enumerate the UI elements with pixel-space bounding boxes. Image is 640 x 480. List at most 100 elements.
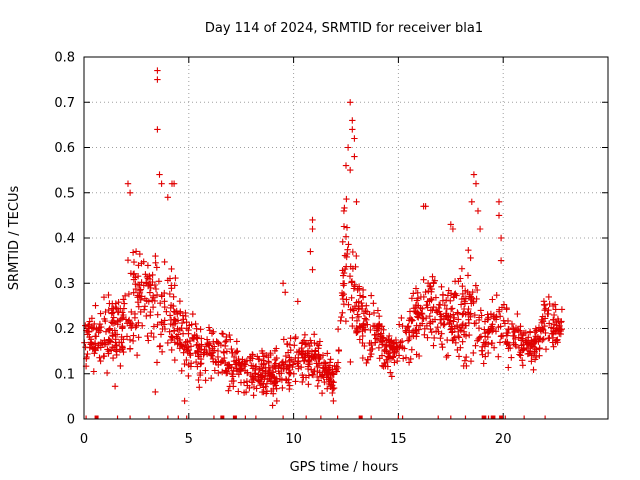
- data-point: [270, 380, 278, 388]
- data-point: [228, 345, 235, 353]
- data-point: [267, 350, 274, 357]
- data-point: [210, 338, 217, 345]
- data-point: [227, 336, 234, 343]
- data-point: [313, 360, 320, 367]
- data-point: [548, 324, 555, 331]
- data-point: [196, 371, 204, 379]
- data-point: [421, 325, 428, 332]
- data-point: [463, 353, 470, 361]
- data-point: [118, 315, 126, 322]
- data-point: [523, 344, 530, 352]
- data-point: [542, 305, 549, 312]
- data-point: [478, 347, 486, 354]
- data-point: [109, 354, 117, 362]
- data-point: [136, 250, 143, 258]
- data-point: [90, 368, 97, 375]
- data-point: [182, 309, 189, 317]
- data-point: [120, 348, 127, 356]
- data-point: [408, 346, 415, 353]
- data-point: [545, 335, 552, 342]
- data-point: [450, 311, 457, 318]
- data-point: [426, 313, 433, 320]
- data-point: [519, 335, 526, 342]
- data-point: [134, 281, 142, 288]
- data-point: [105, 348, 112, 355]
- data-point: [149, 271, 156, 279]
- data-point: [402, 327, 409, 335]
- data-point: [271, 363, 278, 370]
- data-point: [470, 349, 477, 357]
- data-point: [294, 298, 301, 305]
- data-point: [537, 327, 545, 335]
- data-point: [351, 153, 358, 160]
- data-point: [152, 259, 159, 266]
- data-point: [264, 376, 271, 383]
- data-point: [141, 306, 148, 313]
- data-point: [271, 347, 279, 354]
- data-point: [358, 299, 365, 307]
- data-point: [292, 378, 299, 385]
- data-point: [108, 310, 115, 317]
- data-point: [408, 295, 416, 302]
- data-point: [340, 282, 347, 289]
- data-point: [435, 301, 443, 308]
- data-point: [367, 326, 374, 334]
- data-point: [269, 402, 276, 409]
- data-point: [258, 347, 266, 355]
- data-point: [347, 358, 354, 366]
- y-axis-label: SRMTID / TECUs: [7, 186, 22, 291]
- data-point: [154, 311, 161, 318]
- data-point: [335, 346, 342, 354]
- data-point: [354, 311, 361, 318]
- data-point: [368, 350, 375, 358]
- data-point: [480, 339, 487, 346]
- data-point: [459, 338, 466, 345]
- data-point: [260, 360, 268, 367]
- data-point: [424, 280, 432, 287]
- data-point: [131, 310, 139, 318]
- data-point: [176, 298, 184, 305]
- data-point: [126, 336, 134, 343]
- data-point: [210, 328, 217, 335]
- data-point: [180, 316, 187, 323]
- data-point: [312, 347, 319, 354]
- data-point: [290, 358, 298, 366]
- y-tick-label: 0: [67, 413, 75, 428]
- data-point: [253, 385, 260, 392]
- data-point: [125, 290, 133, 298]
- data-point: [198, 335, 205, 342]
- data-point: [550, 343, 557, 350]
- data-point: [376, 321, 383, 328]
- data-point: [301, 331, 309, 338]
- data-point: [311, 331, 318, 338]
- data-point: [170, 180, 178, 187]
- data-point: [359, 286, 367, 294]
- data-point: [384, 363, 391, 370]
- data-point: [402, 354, 410, 361]
- data-point: [343, 224, 351, 231]
- data-point: [368, 341, 375, 349]
- data-point: [189, 310, 196, 318]
- data-point: [132, 285, 140, 293]
- data-point: [310, 354, 317, 361]
- data-point: [321, 378, 328, 386]
- data-point: [449, 305, 456, 312]
- data-point: [363, 359, 370, 367]
- data-point: [230, 358, 238, 365]
- data-point: [120, 311, 127, 319]
- x-axis-tick-labels: 0 5 10 15 20: [80, 432, 512, 447]
- data-point: [296, 347, 303, 355]
- data-point: [142, 271, 149, 278]
- data-point: [471, 311, 478, 319]
- data-point: [533, 346, 540, 353]
- data-point: [228, 378, 236, 385]
- data-point: [179, 330, 187, 337]
- data-point: [314, 363, 321, 371]
- data-point: [327, 374, 334, 382]
- data-point: [396, 321, 403, 328]
- data-point: [437, 335, 444, 342]
- data-point: [349, 265, 357, 272]
- data-point: [255, 371, 262, 378]
- data-point: [363, 316, 370, 323]
- data-point: [348, 279, 355, 286]
